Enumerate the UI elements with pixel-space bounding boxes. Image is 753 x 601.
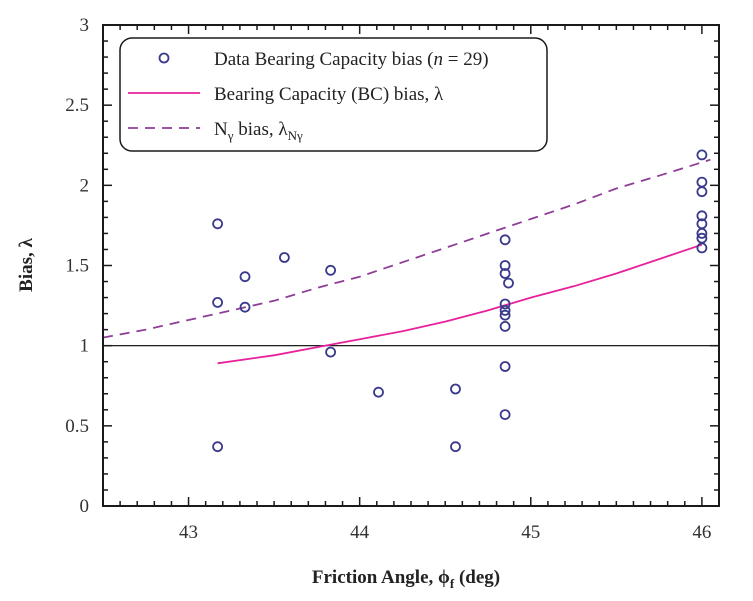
- x-tick-label: 44: [350, 522, 370, 543]
- data-point: [212, 296, 224, 308]
- x-tick-label: 43: [179, 522, 198, 543]
- data-point: [499, 320, 511, 332]
- series-lines: [102, 158, 711, 365]
- legend-label-ngamma: Nγ bias, λNγ: [214, 119, 303, 143]
- series-line-ngamma-bias: [102, 158, 711, 339]
- y-tick-label: 2: [80, 175, 90, 196]
- tick-labels: 43 44 45 46 0 0.5 1 1.5 2 2.5 3: [65, 15, 711, 543]
- data-point: [373, 386, 384, 398]
- y-tick-label: 3: [80, 15, 90, 36]
- data-point: [499, 409, 511, 421]
- x-axis-title: Friction Angle, ϕf (deg): [312, 567, 500, 591]
- data-point: [212, 218, 224, 230]
- data-point: [239, 271, 251, 283]
- data-point: [499, 309, 511, 321]
- data-point: [499, 260, 511, 271]
- legend-marker-data: [158, 52, 170, 64]
- data-point: [696, 149, 708, 161]
- data-point: [499, 268, 511, 279]
- data-point: [325, 346, 337, 358]
- data-point: [212, 441, 224, 453]
- data-point: [499, 361, 511, 372]
- data-point: [450, 383, 461, 395]
- data-point: [696, 227, 708, 239]
- legend: Data Bearing Capacity bias (n = 29) Bear…: [119, 37, 548, 152]
- data-point: [696, 242, 708, 254]
- data-point: [325, 264, 337, 276]
- data-point: [278, 252, 290, 263]
- y-tick-label: 0.5: [65, 416, 89, 437]
- data-point: [499, 298, 511, 310]
- legend-box: [119, 37, 548, 152]
- y-tick-label: 0: [80, 496, 90, 517]
- y-tick-label: 1: [80, 336, 90, 357]
- y-axis-title: Bias, λ: [16, 237, 37, 291]
- data-point: [499, 234, 511, 246]
- legend-label-data: Data Bearing Capacity bias (n = 29): [214, 49, 489, 70]
- y-tick-label: 1.5: [65, 256, 89, 277]
- data-point: [450, 441, 461, 453]
- axis-ticks: [102, 24, 720, 507]
- legend-label-bc: Bearing Capacity (BC) bias, λ: [214, 84, 444, 105]
- series-line-bc-bias: [217, 243, 703, 365]
- data-point: [499, 304, 511, 316]
- data-point: [503, 277, 514, 289]
- data-points: [212, 149, 708, 453]
- data-point: [696, 186, 708, 198]
- y-tick-label: 2.5: [65, 95, 89, 116]
- data-point: [696, 210, 708, 222]
- x-tick-label: 46: [692, 522, 711, 543]
- x-tick-label: 45: [521, 522, 540, 543]
- data-point: [239, 301, 251, 313]
